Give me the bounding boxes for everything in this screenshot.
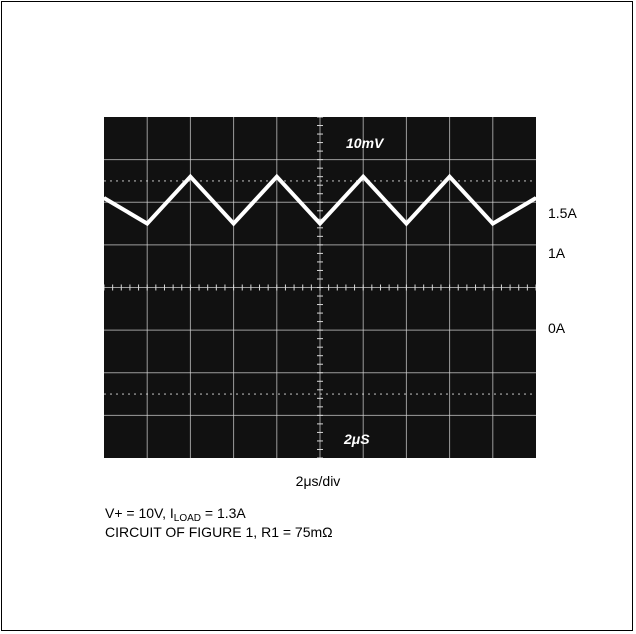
waveform-vertex (319, 222, 321, 225)
waveform-vertex (189, 175, 192, 178)
vertical-scale-label: 10mV (346, 135, 385, 151)
caption-line-1-subscript: LOAD (173, 513, 201, 524)
waveform-vertex (275, 175, 278, 178)
waveform-vertex (535, 197, 536, 199)
waveform-vertex (405, 222, 408, 225)
level-label-1-5a: 1.5A (548, 205, 577, 221)
waveform-vertex (232, 222, 235, 225)
waveform-vertex (146, 222, 149, 225)
level-label-0a: 0A (548, 320, 566, 336)
waveform-vertex (448, 175, 451, 178)
caption-line-1: V+ = 10V, ILOAD = 1.3A (105, 505, 246, 524)
waveform-vertex (104, 197, 105, 199)
waveform-vertex (491, 222, 494, 225)
time-scale-label: 2μS (343, 431, 370, 447)
level-label-1a: 1A (548, 245, 566, 261)
oscilloscope-screen: 10mV 2μS (104, 117, 536, 458)
caption-line-2: CIRCUIT OF FIGURE 1, R1 = 75mΩ (105, 524, 333, 540)
caption-line-1-suffix: = 1.3A (201, 505, 246, 521)
time-per-division: 2μs/div (295, 473, 341, 489)
oscilloscope-chart: 10mV 2μS (104, 117, 536, 458)
waveform-vertex (362, 175, 365, 178)
caption-line-1-prefix: V+ = 10V, I (105, 505, 174, 521)
